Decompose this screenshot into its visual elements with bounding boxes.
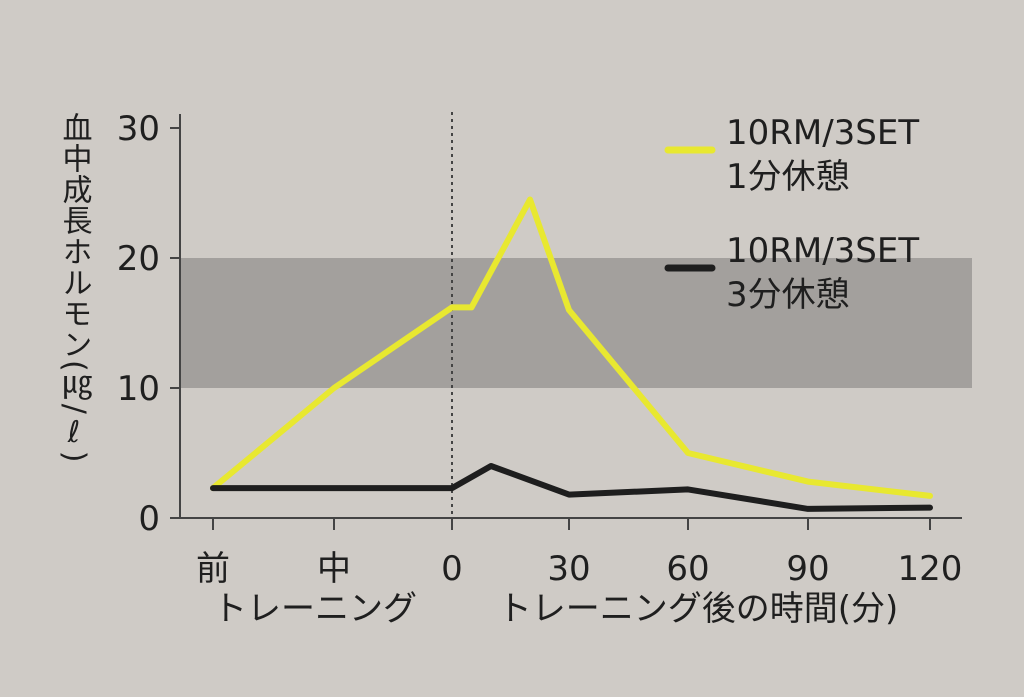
series-line-1 — [210, 196, 933, 499]
x-tick-label: 中 — [317, 549, 351, 589]
x-tick-label: 0 — [441, 549, 463, 589]
legend-label: 10RM/3SET — [726, 113, 919, 153]
legend-label: 10RM/3SET — [726, 231, 919, 271]
x-tick-label: 90 — [786, 549, 829, 589]
y-tick-label: 0 — [138, 499, 160, 539]
y-tick-label: 30 — [117, 109, 160, 149]
x-tick-label: 前 — [196, 549, 230, 589]
legend-label: 1分休憩 — [726, 157, 850, 197]
series-line-2 — [210, 463, 933, 512]
x-axis-label-right: トレーニング後の時間(分) — [498, 589, 899, 629]
x-tick-label: 120 — [898, 549, 963, 589]
y-tick-label: 20 — [117, 239, 160, 279]
x-tick-label: 30 — [547, 549, 590, 589]
x-axis-label-left: トレーニング — [213, 589, 417, 629]
x-tick-label: 60 — [666, 549, 709, 589]
y-axis-label: 血中成長ホルモン(㎍/ℓ) — [57, 112, 92, 464]
legend-label: 3分休憩 — [726, 275, 850, 315]
y-tick-label: 10 — [117, 369, 160, 409]
